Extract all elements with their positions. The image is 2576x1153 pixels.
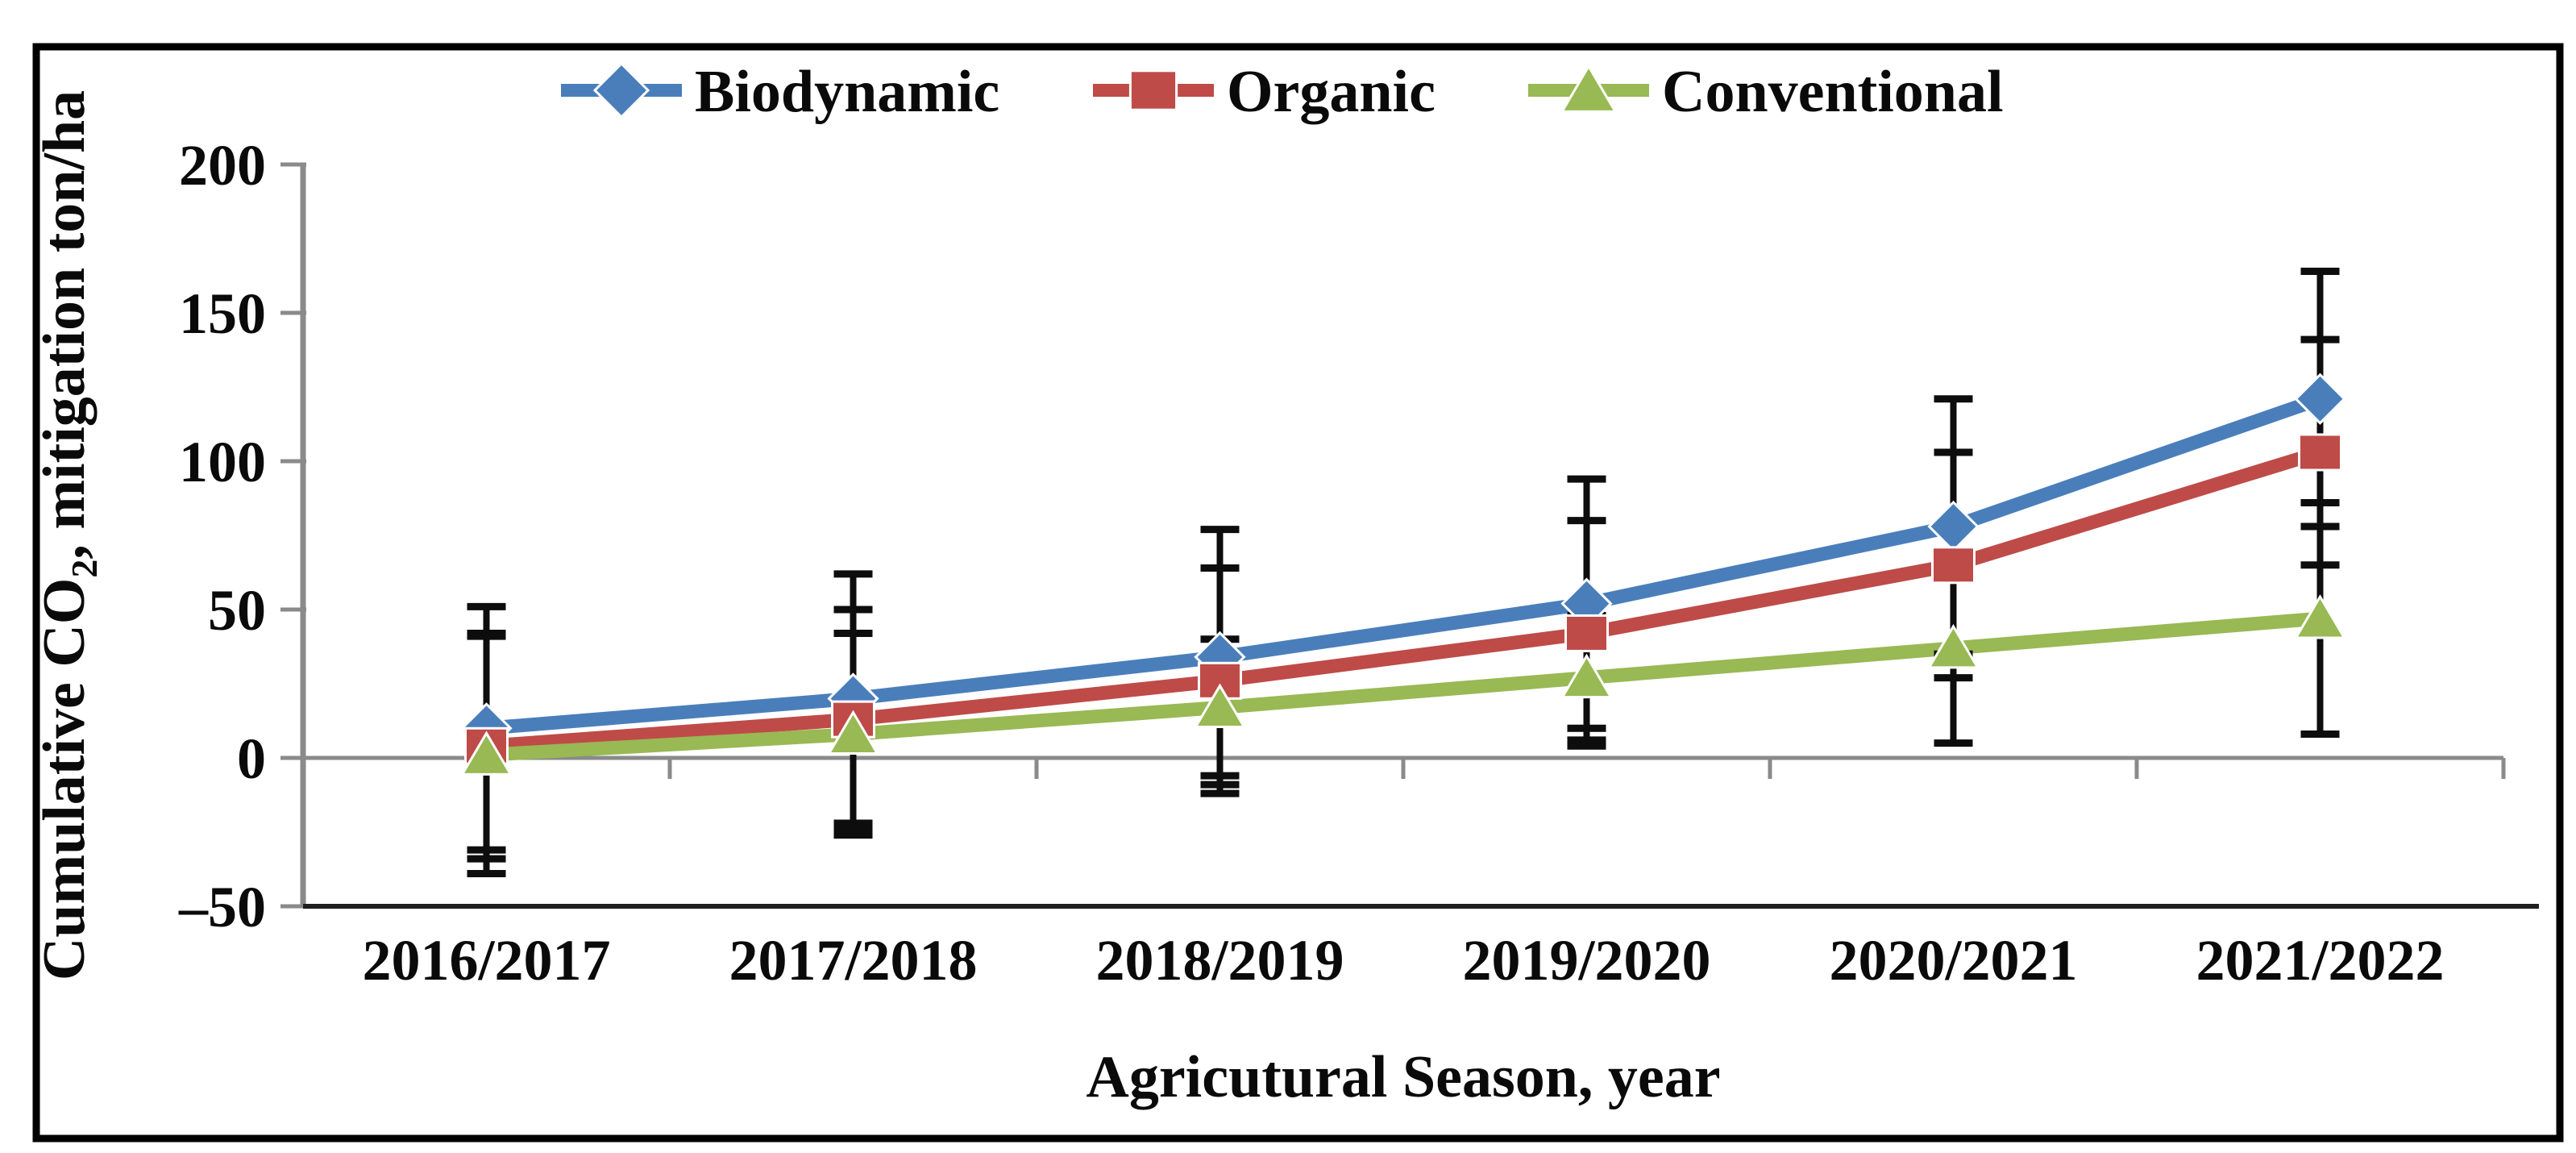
square-marker-organic bbox=[1564, 614, 1609, 652]
series-line-conventional bbox=[480, 611, 2327, 762]
x-axis bbox=[303, 755, 2539, 909]
legend-item-biodynamic: Biodynamic bbox=[561, 59, 999, 125]
square-marker-organic bbox=[1931, 546, 1976, 585]
x-tick-label: 2019/2020 bbox=[1462, 928, 1710, 993]
series-lines bbox=[480, 392, 2327, 762]
x-tick-label: 2021/2022 bbox=[2196, 928, 2444, 993]
triangle-marker-conventional bbox=[1193, 683, 1247, 728]
figure-border bbox=[32, 43, 2564, 1143]
series-line-organic bbox=[480, 445, 2327, 753]
y-tick-label: –50 bbox=[178, 875, 266, 939]
x-tick-label: 2018/2019 bbox=[1095, 928, 1344, 993]
x-tick-labels: 2016/2017 2017/2018 2018/2019 2019/2020 2020… bbox=[362, 928, 2444, 993]
legend-label: Organic bbox=[1227, 59, 1435, 125]
y-tick-label: 150 bbox=[179, 281, 266, 346]
x-axis-title: Agricutural Season, year bbox=[1086, 1044, 1720, 1110]
legend-label: Conventional bbox=[1662, 59, 2004, 125]
diamond-marker-biodynamic bbox=[1927, 500, 1980, 553]
legend-item-organic: Organic bbox=[1093, 59, 1435, 125]
x-tick-label: 2016/2017 bbox=[362, 928, 610, 993]
y-axis-title: Cumulative CO2, mitigation ton/ha bbox=[31, 90, 105, 980]
y-axis: 200 150 100 50 0 –50 bbox=[178, 133, 306, 939]
y-tick-label: 200 bbox=[179, 133, 266, 198]
error-bars bbox=[467, 267, 2340, 878]
triangle-marker-conventional bbox=[1560, 653, 1614, 699]
legend-label: Biodynamic bbox=[695, 59, 999, 125]
triangle-marker-conventional bbox=[826, 710, 880, 755]
x-tick-label: 2020/2021 bbox=[1829, 928, 2077, 993]
legend-diamond-icon bbox=[592, 61, 650, 119]
y-tick-label: 100 bbox=[179, 430, 266, 494]
y-tick-label: 0 bbox=[237, 726, 266, 791]
series-markers bbox=[459, 373, 2347, 776]
series-line-biodynamic bbox=[480, 392, 2327, 735]
x-tick-label: 2017/2018 bbox=[729, 928, 977, 993]
legend-triangle-icon bbox=[1560, 64, 1618, 113]
triangle-marker-conventional bbox=[2293, 594, 2347, 639]
triangle-marker-conventional bbox=[1926, 623, 1980, 669]
diamond-marker-biodynamic bbox=[2294, 373, 2346, 425]
triangle-marker-conventional bbox=[459, 731, 513, 776]
square-marker-organic bbox=[2298, 433, 2342, 472]
legend-item-conventional: Conventional bbox=[1528, 59, 2004, 125]
legend-square-icon bbox=[1128, 69, 1178, 111]
y-tick-label: 50 bbox=[208, 578, 266, 643]
legend: Biodynamic Organic Conventional bbox=[561, 59, 2004, 125]
